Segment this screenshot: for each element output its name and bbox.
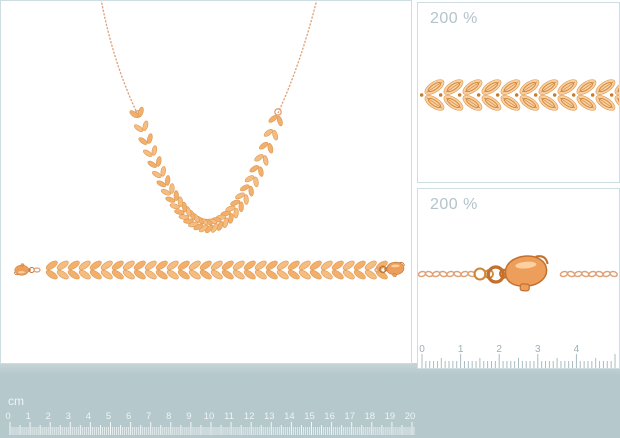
chevron-chain-closeup-photo — [419, 79, 619, 111]
zoom-level-label: 200 % — [430, 196, 478, 213]
svg-text:0: 0 — [419, 344, 425, 355]
svg-text:4: 4 — [574, 344, 580, 355]
clasp-closeup-photo: 0 1 2 3 4 — [418, 255, 618, 368]
svg-text:5: 5 — [106, 411, 111, 422]
ruler-strip: cm 0 1 2 3 4 5 6 7 8 9 10 11 12 13 14 15 16 17 18 19 20 — [0, 363, 620, 438]
svg-text:6: 6 — [126, 411, 131, 422]
svg-text:10: 10 — [204, 411, 215, 422]
svg-text:14: 14 — [284, 411, 295, 422]
svg-text:17: 17 — [344, 411, 355, 422]
svg-text:12: 12 — [244, 411, 255, 422]
main-ruler: 0 1 2 3 4 5 6 7 8 9 10 11 12 13 14 15 16 17 18 19 20 — [5, 411, 416, 435]
svg-text:15: 15 — [304, 411, 315, 422]
svg-text:2: 2 — [46, 411, 51, 422]
svg-text:1: 1 — [458, 344, 464, 355]
svg-text:19: 19 — [385, 411, 396, 422]
necklace-bracelet-photo — [13, 1, 405, 280]
svg-text:7: 7 — [146, 411, 151, 422]
zoom-panel-chain: 200 % — [417, 2, 620, 183]
svg-text:8: 8 — [166, 411, 171, 422]
svg-text:9: 9 — [186, 411, 191, 422]
svg-text:16: 16 — [324, 411, 335, 422]
svg-text:20: 20 — [405, 411, 416, 422]
svg-text:0: 0 — [5, 411, 10, 422]
svg-text:1: 1 — [25, 411, 30, 422]
zoom-level-label: 200 % — [430, 10, 478, 27]
svg-text:11: 11 — [224, 411, 234, 422]
svg-text:18: 18 — [365, 411, 376, 422]
svg-text:2: 2 — [496, 344, 502, 355]
zoom-panel-clasp: 200 % 0 1 2 3 4 — [417, 188, 620, 369]
svg-text:4: 4 — [86, 411, 91, 422]
svg-text:13: 13 — [264, 411, 275, 422]
svg-text:3: 3 — [66, 411, 71, 422]
svg-text:3: 3 — [535, 344, 541, 355]
ruler-unit-label: cm — [8, 394, 24, 408]
main-photo-panel — [0, 0, 412, 364]
